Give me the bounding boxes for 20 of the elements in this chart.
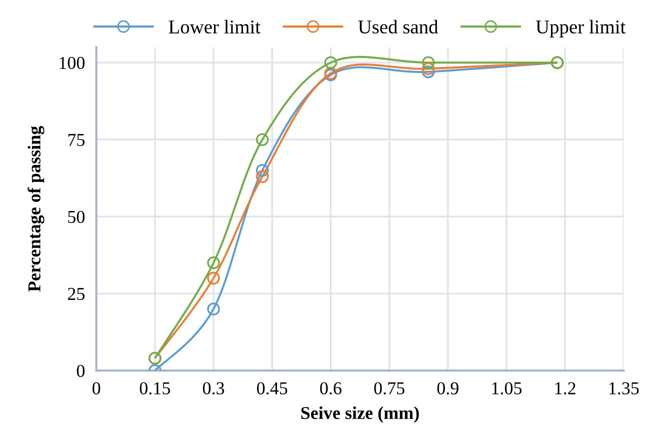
y-tick-label: 25	[68, 288, 85, 300]
legend-label: Used sand	[358, 20, 438, 34]
x-tick-label: 0.75	[374, 382, 404, 394]
x-tick-label: 0.3	[202, 382, 224, 394]
x-tick-label: 0.45	[257, 382, 288, 394]
x-axis-title: Seive size (mm)	[301, 406, 419, 423]
y-axis-title: Percentage of passing	[28, 126, 44, 292]
x-tick-label: 1.2	[555, 382, 576, 394]
x-tick-label: 0	[92, 382, 100, 394]
legend-label: Lower limit	[168, 20, 260, 34]
x-tick-label: 1.05	[492, 382, 522, 394]
x-tick-label: 1.35	[609, 382, 639, 394]
y-tick-label: 0	[76, 364, 85, 378]
legend-label: Upper limit	[536, 20, 626, 38]
x-tick-label: 0.9	[437, 382, 458, 394]
y-tick-label: 50	[68, 210, 85, 224]
x-tick-label: 0.6	[320, 382, 342, 394]
y-tick-label: 75	[68, 134, 85, 146]
y-tick-label: 100	[60, 56, 85, 70]
x-tick-label: 0.15	[140, 382, 170, 394]
